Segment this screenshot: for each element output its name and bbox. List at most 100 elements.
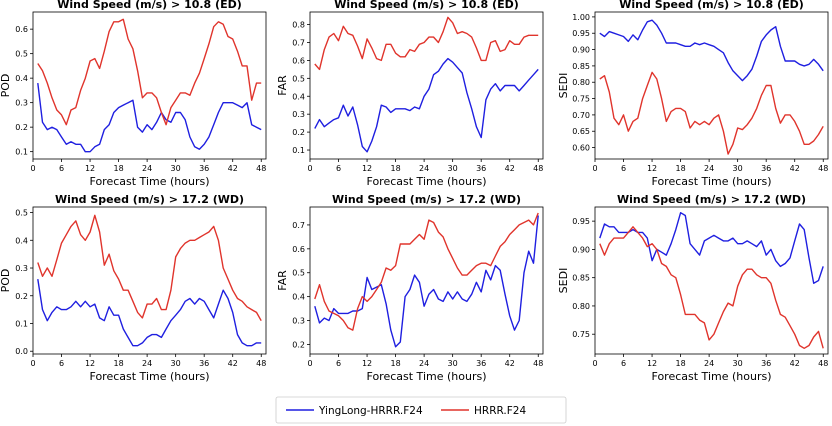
y-tick-label: 0.0 bbox=[15, 347, 28, 356]
y-tick-label: 0.85 bbox=[572, 62, 590, 71]
x-tick-label: 36 bbox=[761, 164, 771, 173]
chart-panel-1: 0 6 12 18 24 30 36 42 48 0.1 0.2 0.3 0.4 0.5 0.6 Wind S… bbox=[0, 0, 267, 188]
x-tick-label: 18 bbox=[113, 164, 123, 173]
y-tick-label: 0.4 bbox=[15, 236, 28, 245]
x-tick-label: 36 bbox=[476, 164, 486, 173]
series-line-hrrr bbox=[599, 71, 824, 155]
series-line-yinglong bbox=[599, 19, 824, 82]
y-tick-label: 0.6 bbox=[292, 56, 305, 65]
y-tick-label: 0.90 bbox=[572, 245, 590, 254]
x-tick-label: 42 bbox=[505, 359, 515, 368]
x-tick-label: 30 bbox=[448, 164, 458, 173]
chart-title: Wind Speed (m/s) > 10.8 (ED) bbox=[57, 0, 242, 11]
chart-panel-2: 0 6 12 18 24 30 36 42 48 0.1 0.2 0.3 0.4 0.5 0.6 0.7 0.8… bbox=[276, 0, 544, 188]
x-tick-label: 18 bbox=[675, 359, 685, 368]
x-tick-label: 24 bbox=[704, 359, 714, 368]
x-tick-label: 36 bbox=[761, 359, 771, 368]
legend-label-hrrr: HRRR.F24 bbox=[474, 405, 526, 417]
y-tick-label: 0.8 bbox=[292, 21, 305, 30]
x-axis-label: Forecast Time (hours) bbox=[652, 370, 772, 383]
y-axis-label: POD bbox=[0, 74, 12, 98]
series-line-hrrr bbox=[314, 212, 539, 331]
x-tick-label: 24 bbox=[419, 164, 429, 173]
y-tick-label: 0.1 bbox=[292, 146, 305, 155]
x-tick-label: 30 bbox=[171, 164, 181, 173]
series-line-yinglong bbox=[599, 211, 824, 284]
x-tick-label: 6 bbox=[59, 359, 64, 368]
chart-panel-3: 0 6 12 18 24 30 36 42 48 0.60 0.65 0.70 0.75 0.80 0.85… bbox=[557, 0, 829, 188]
y-tick-label: 0.6 bbox=[15, 25, 28, 34]
chart-panel-5: 0 6 12 18 24 30 36 42 48 0.2 0.3 0.4 0.5 0.6 0.7 Wind S… bbox=[276, 193, 544, 383]
chart-title: Wind Speed (m/s) > 10.8 (ED) bbox=[334, 0, 519, 11]
y-tick-label: 0.70 bbox=[572, 111, 590, 120]
x-tick-label: 42 bbox=[228, 164, 238, 173]
y-tick-label: 0.2 bbox=[292, 340, 305, 349]
x-tick-label: 0 bbox=[307, 164, 312, 173]
x-axis-label: Forecast Time (hours) bbox=[367, 175, 487, 188]
chart-panel-4: 0 6 12 18 24 30 36 42 48 0.0 0.1 0.2 0.3 0.4 0.5 Wind S… bbox=[0, 193, 267, 383]
x-tick-label: 12 bbox=[647, 359, 657, 368]
x-tick-label: 42 bbox=[505, 164, 515, 173]
x-tick-label: 36 bbox=[199, 164, 209, 173]
legend: YingLong-HRRR.F24 HRRR.F24 bbox=[275, 396, 567, 424]
y-tick-label: 0.75 bbox=[572, 330, 590, 339]
x-axis-label: Forecast Time (hours) bbox=[90, 175, 210, 188]
x-tick-label: 0 bbox=[30, 164, 35, 173]
chart-panel-6: 0 6 12 18 24 30 36 42 48 0.75 0.80 0.85 0.90 0.95 Wind… bbox=[557, 193, 829, 383]
y-tick-label: 0.4 bbox=[292, 92, 305, 101]
x-axis-label: Forecast Time (hours) bbox=[367, 370, 487, 383]
x-tick-label: 0 bbox=[307, 359, 312, 368]
y-tick-label: 0.3 bbox=[15, 99, 28, 108]
x-tick-label: 48 bbox=[533, 164, 543, 173]
x-tick-label: 30 bbox=[448, 359, 458, 368]
series-line-yinglong bbox=[314, 215, 539, 348]
series-line-yinglong bbox=[314, 57, 539, 153]
y-tick-label: 0.5 bbox=[15, 209, 28, 218]
y-tick-label: 0.3 bbox=[292, 110, 305, 119]
series-line-yinglong bbox=[37, 83, 262, 153]
y-tick-label: 0.5 bbox=[292, 269, 305, 278]
x-tick-label: 42 bbox=[228, 359, 238, 368]
y-axis-label: SEDI bbox=[557, 73, 570, 99]
x-tick-label: 6 bbox=[59, 164, 64, 173]
y-tick-label: 0.3 bbox=[292, 317, 305, 326]
y-axis-label: POD bbox=[0, 269, 12, 293]
y-tick-label: 0.90 bbox=[572, 46, 590, 55]
chart-title: Wind Speed (m/s) > 17.2 (WD) bbox=[55, 193, 244, 206]
x-tick-label: 48 bbox=[818, 359, 828, 368]
x-tick-label: 6 bbox=[621, 164, 626, 173]
y-axis-label: SEDI bbox=[557, 268, 570, 294]
y-tick-label: 0.80 bbox=[572, 78, 590, 87]
x-tick-label: 48 bbox=[256, 359, 266, 368]
y-tick-label: 0.2 bbox=[15, 292, 28, 301]
y-tick-label: 0.1 bbox=[15, 148, 28, 157]
plot-frame bbox=[309, 206, 544, 355]
plot-frame bbox=[594, 206, 829, 355]
x-tick-label: 12 bbox=[85, 164, 95, 173]
y-tick-label: 0.7 bbox=[292, 221, 305, 230]
x-tick-label: 12 bbox=[85, 359, 95, 368]
chart-title: Wind Speed (m/s) > 17.2 (WD) bbox=[332, 193, 521, 206]
y-tick-label: 0.1 bbox=[15, 319, 28, 328]
x-tick-label: 42 bbox=[790, 359, 800, 368]
y-axis-label: FAR bbox=[276, 75, 289, 96]
x-tick-label: 18 bbox=[675, 164, 685, 173]
y-tick-label: 0.85 bbox=[572, 274, 590, 283]
y-tick-label: 0.2 bbox=[15, 123, 28, 132]
x-tick-label: 0 bbox=[30, 359, 35, 368]
plot-frame bbox=[309, 11, 544, 160]
x-tick-label: 30 bbox=[733, 164, 743, 173]
series-line-yinglong bbox=[37, 278, 262, 347]
x-tick-label: 18 bbox=[390, 359, 400, 368]
x-tick-label: 18 bbox=[390, 164, 400, 173]
x-tick-label: 12 bbox=[647, 164, 657, 173]
y-tick-label: 0.65 bbox=[572, 127, 590, 136]
x-tick-label: 48 bbox=[256, 164, 266, 173]
x-tick-label: 30 bbox=[733, 359, 743, 368]
y-tick-label: 0.5 bbox=[15, 50, 28, 59]
y-tick-label: 0.3 bbox=[15, 264, 28, 273]
y-tick-label: 0.95 bbox=[572, 217, 590, 226]
y-tick-label: 0.7 bbox=[292, 38, 305, 47]
x-tick-label: 24 bbox=[704, 164, 714, 173]
x-tick-label: 12 bbox=[362, 359, 372, 368]
